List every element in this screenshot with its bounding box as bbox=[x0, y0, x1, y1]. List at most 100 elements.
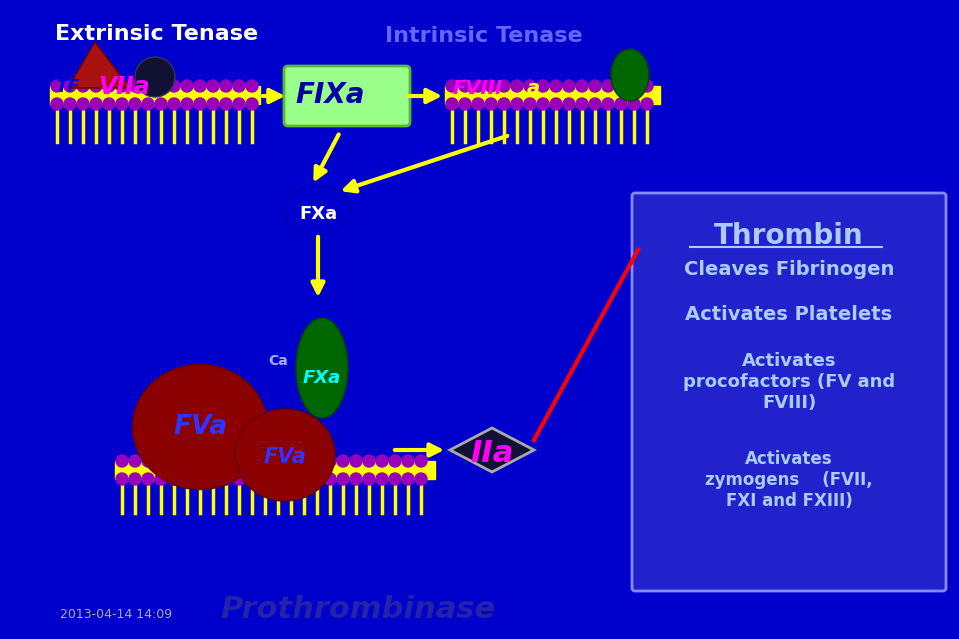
Circle shape bbox=[116, 455, 128, 467]
Circle shape bbox=[498, 98, 510, 110]
Text: Activates
zymogens    (FVII,
FXI and FXIII): Activates zymogens (FVII, FXI and FXIII) bbox=[705, 450, 873, 509]
Circle shape bbox=[246, 455, 258, 467]
Text: Prothrombinase: Prothrombinase bbox=[220, 595, 495, 624]
Circle shape bbox=[537, 98, 549, 110]
Circle shape bbox=[563, 80, 575, 92]
Circle shape bbox=[376, 473, 388, 485]
Circle shape bbox=[524, 98, 536, 110]
Circle shape bbox=[181, 80, 193, 92]
Circle shape bbox=[511, 98, 523, 110]
Circle shape bbox=[628, 80, 640, 92]
Circle shape bbox=[129, 455, 141, 467]
Circle shape bbox=[233, 80, 245, 92]
Circle shape bbox=[168, 455, 180, 467]
Circle shape bbox=[337, 455, 349, 467]
Circle shape bbox=[498, 80, 510, 92]
Polygon shape bbox=[68, 42, 130, 88]
Circle shape bbox=[602, 80, 614, 92]
Circle shape bbox=[155, 473, 167, 485]
Circle shape bbox=[135, 57, 175, 97]
Circle shape bbox=[246, 98, 258, 110]
Bar bbox=[115, 461, 435, 479]
Circle shape bbox=[194, 98, 206, 110]
FancyBboxPatch shape bbox=[284, 66, 410, 126]
Circle shape bbox=[220, 80, 232, 92]
Circle shape bbox=[194, 455, 206, 467]
Circle shape bbox=[155, 80, 167, 92]
Bar bbox=[50, 86, 260, 104]
Circle shape bbox=[324, 455, 336, 467]
Circle shape bbox=[472, 98, 484, 110]
Text: FVIII: FVIII bbox=[453, 79, 503, 98]
Circle shape bbox=[220, 473, 232, 485]
Circle shape bbox=[103, 80, 115, 92]
Circle shape bbox=[446, 80, 458, 92]
Circle shape bbox=[129, 473, 141, 485]
Circle shape bbox=[64, 80, 76, 92]
Circle shape bbox=[116, 98, 128, 110]
Circle shape bbox=[168, 80, 180, 92]
Circle shape bbox=[272, 455, 284, 467]
Circle shape bbox=[129, 98, 141, 110]
Circle shape bbox=[298, 473, 310, 485]
Circle shape bbox=[285, 473, 297, 485]
Circle shape bbox=[311, 473, 323, 485]
Circle shape bbox=[233, 473, 245, 485]
Circle shape bbox=[51, 80, 63, 92]
Circle shape bbox=[363, 473, 375, 485]
Circle shape bbox=[350, 473, 362, 485]
Circle shape bbox=[550, 98, 562, 110]
Circle shape bbox=[259, 455, 271, 467]
Circle shape bbox=[259, 473, 271, 485]
Circle shape bbox=[641, 98, 653, 110]
Circle shape bbox=[90, 80, 102, 92]
Circle shape bbox=[550, 80, 562, 92]
Circle shape bbox=[155, 98, 167, 110]
Text: TF: TF bbox=[55, 78, 80, 96]
Circle shape bbox=[615, 80, 627, 92]
Bar bbox=[445, 86, 660, 104]
Text: Cleaves Fibrinogen: Cleaves Fibrinogen bbox=[684, 260, 894, 279]
Ellipse shape bbox=[132, 364, 268, 489]
Text: 2013-04-14 14:09: 2013-04-14 14:09 bbox=[60, 608, 172, 621]
Text: Extrinsic Tenase: Extrinsic Tenase bbox=[55, 24, 258, 44]
Text: VIIa: VIIa bbox=[98, 75, 150, 99]
Text: FVa: FVa bbox=[264, 447, 307, 467]
Circle shape bbox=[64, 98, 76, 110]
Text: Activates
procofactors (FV and
FVIII): Activates procofactors (FV and FVIII) bbox=[683, 352, 895, 412]
Circle shape bbox=[389, 455, 401, 467]
Circle shape bbox=[168, 98, 180, 110]
Circle shape bbox=[389, 473, 401, 485]
Circle shape bbox=[246, 80, 258, 92]
Text: a: a bbox=[527, 79, 540, 98]
Circle shape bbox=[103, 98, 115, 110]
Polygon shape bbox=[450, 428, 534, 472]
Text: Activates Platelets: Activates Platelets bbox=[686, 305, 893, 324]
Circle shape bbox=[207, 98, 219, 110]
Circle shape bbox=[589, 98, 601, 110]
Circle shape bbox=[337, 473, 349, 485]
Circle shape bbox=[415, 473, 427, 485]
Ellipse shape bbox=[611, 49, 649, 101]
Circle shape bbox=[272, 473, 284, 485]
Circle shape bbox=[576, 80, 588, 92]
Text: FXa: FXa bbox=[303, 369, 341, 387]
Circle shape bbox=[311, 455, 323, 467]
Circle shape bbox=[77, 98, 89, 110]
Circle shape bbox=[628, 98, 640, 110]
Circle shape bbox=[220, 455, 232, 467]
FancyBboxPatch shape bbox=[632, 193, 946, 591]
Circle shape bbox=[415, 455, 427, 467]
Circle shape bbox=[142, 473, 154, 485]
Circle shape bbox=[563, 98, 575, 110]
Text: Thrombin: Thrombin bbox=[714, 222, 864, 250]
Circle shape bbox=[485, 80, 497, 92]
Circle shape bbox=[233, 98, 245, 110]
Circle shape bbox=[142, 80, 154, 92]
Circle shape bbox=[155, 455, 167, 467]
Circle shape bbox=[181, 455, 193, 467]
Ellipse shape bbox=[284, 186, 352, 234]
Circle shape bbox=[207, 80, 219, 92]
Circle shape bbox=[485, 98, 497, 110]
Circle shape bbox=[402, 473, 414, 485]
